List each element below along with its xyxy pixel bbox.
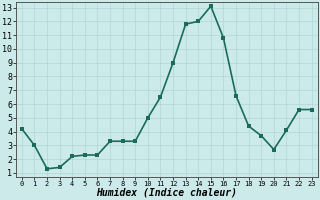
X-axis label: Humidex (Indice chaleur): Humidex (Indice chaleur) <box>96 188 237 198</box>
